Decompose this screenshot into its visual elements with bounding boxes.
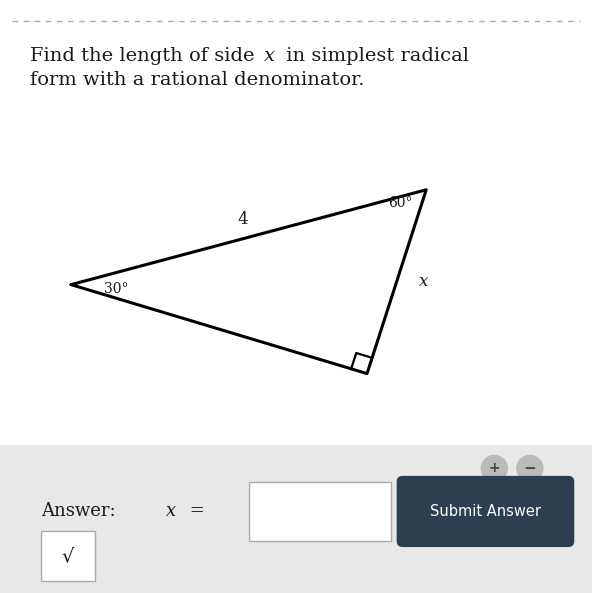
Text: 4: 4 [237, 211, 248, 228]
FancyBboxPatch shape [397, 476, 574, 547]
Text: −: − [523, 461, 536, 476]
FancyBboxPatch shape [0, 445, 592, 593]
FancyBboxPatch shape [41, 531, 95, 581]
Circle shape [481, 455, 507, 482]
Text: form with a rational denominator.: form with a rational denominator. [30, 71, 364, 89]
Text: in simplest radical: in simplest radical [280, 47, 469, 65]
Text: Find the length of side: Find the length of side [30, 47, 260, 65]
Text: 60°: 60° [388, 196, 412, 210]
Text: √: √ [62, 546, 74, 566]
Text: x: x [166, 502, 176, 521]
Text: +: + [488, 461, 500, 476]
Text: x: x [263, 47, 275, 65]
Text: Answer:: Answer: [41, 502, 127, 521]
Circle shape [517, 455, 543, 482]
Text: Submit Answer: Submit Answer [430, 504, 541, 519]
Text: 30°: 30° [104, 282, 128, 296]
Text: x: x [419, 273, 428, 290]
FancyBboxPatch shape [249, 482, 391, 541]
Text: =: = [184, 502, 210, 521]
